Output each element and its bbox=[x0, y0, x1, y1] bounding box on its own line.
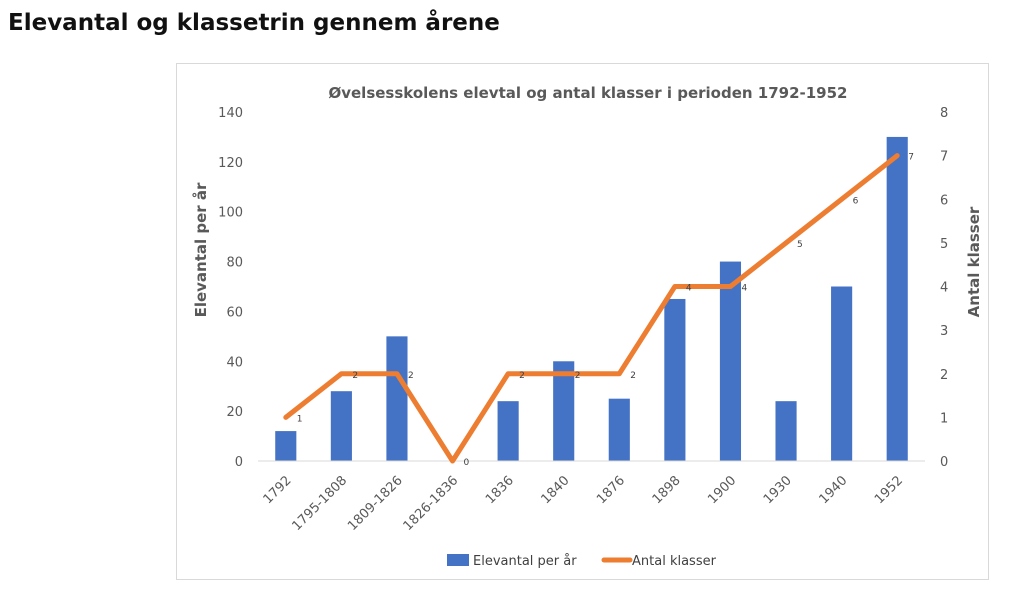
bar bbox=[886, 136, 908, 461]
x-tick-label: 1930 bbox=[761, 473, 795, 507]
bar bbox=[275, 431, 297, 461]
line-data-label: 4 bbox=[686, 284, 692, 294]
line-series: 1 2 2 0 2 2 2 4 4 5 6 7 bbox=[283, 153, 914, 468]
y2-tick-label: 1 bbox=[940, 411, 948, 426]
y-tick-label: 120 bbox=[218, 156, 243, 171]
y2-tick-label: 0 bbox=[940, 455, 948, 470]
y-axis-ticks: 0 20 40 60 80 100 120 140 bbox=[218, 106, 243, 470]
y-axis-title: Elevantal per år bbox=[192, 182, 210, 317]
x-tick-label: 1900 bbox=[705, 473, 739, 507]
y2-tick-label: 2 bbox=[940, 368, 948, 383]
y2-tick-label: 5 bbox=[940, 237, 948, 252]
bar bbox=[775, 401, 797, 461]
bar bbox=[497, 401, 519, 461]
line-data-label: 1 bbox=[297, 414, 303, 424]
y2-tick-label: 3 bbox=[940, 324, 948, 339]
legend-label-line: Antal klasser bbox=[632, 554, 717, 569]
y-tick-label: 80 bbox=[226, 256, 243, 271]
bar bbox=[386, 336, 408, 461]
line-data-label: 5 bbox=[797, 240, 803, 250]
legend-label-bar: Elevantal per år bbox=[473, 554, 577, 569]
y-tick-label: 40 bbox=[226, 355, 243, 370]
legend-swatch-bar bbox=[447, 554, 469, 566]
y2-tick-label: 6 bbox=[940, 193, 948, 208]
x-tick-label: 1792 bbox=[261, 473, 295, 507]
y2-axis-ticks: 0 1 2 3 4 5 6 7 8 bbox=[940, 106, 948, 470]
line-path bbox=[283, 153, 900, 464]
y-tick-label: 20 bbox=[226, 405, 243, 420]
line-data-label: 2 bbox=[519, 371, 525, 381]
x-tick-label: 1840 bbox=[539, 473, 573, 507]
line-data-label: 0 bbox=[464, 458, 470, 468]
page-title: Elevantal og klassetrin gennem årene bbox=[8, 10, 500, 36]
chart-frame bbox=[176, 63, 989, 580]
line-data-label: 7 bbox=[908, 153, 914, 163]
y2-tick-label: 4 bbox=[940, 281, 948, 296]
y2-tick-label: 8 bbox=[940, 106, 948, 121]
bar bbox=[831, 286, 853, 461]
chart-title: Øvelsesskolens elevtal og antal klasser … bbox=[328, 84, 847, 102]
bar bbox=[608, 398, 630, 461]
x-tick-label: 1952 bbox=[872, 473, 906, 507]
x-tick-label: 1876 bbox=[594, 473, 628, 507]
y2-tick-label: 7 bbox=[940, 150, 948, 165]
y-tick-label: 140 bbox=[218, 106, 243, 121]
line-data-label: 2 bbox=[352, 371, 358, 381]
x-tick-label: 1898 bbox=[650, 473, 684, 507]
x-tick-label: 1826-1836 bbox=[401, 473, 462, 534]
bar bbox=[664, 298, 686, 461]
line-data-label: 2 bbox=[630, 371, 636, 381]
x-tick-label: 1940 bbox=[816, 473, 850, 507]
y-tick-label: 100 bbox=[218, 206, 243, 221]
line-data-label: 6 bbox=[853, 196, 859, 206]
y-tick-label: 60 bbox=[226, 305, 243, 320]
line-data-label: 4 bbox=[741, 284, 747, 294]
bar bbox=[330, 391, 352, 461]
line-data-label: 2 bbox=[408, 371, 414, 381]
bar bbox=[719, 261, 742, 461]
x-tick-label: 1795-1808 bbox=[289, 473, 350, 534]
bar-series bbox=[275, 136, 908, 461]
y-tick-label: 0 bbox=[235, 455, 243, 470]
line-data-label: 2 bbox=[575, 371, 581, 381]
legend: Elevantal per år Antal klasser bbox=[447, 554, 717, 569]
bar bbox=[553, 361, 575, 461]
x-tick-label: 1809-1826 bbox=[345, 473, 406, 534]
x-tick-label: 1836 bbox=[483, 473, 517, 507]
y2-axis-title: Antal klasser bbox=[965, 206, 983, 317]
